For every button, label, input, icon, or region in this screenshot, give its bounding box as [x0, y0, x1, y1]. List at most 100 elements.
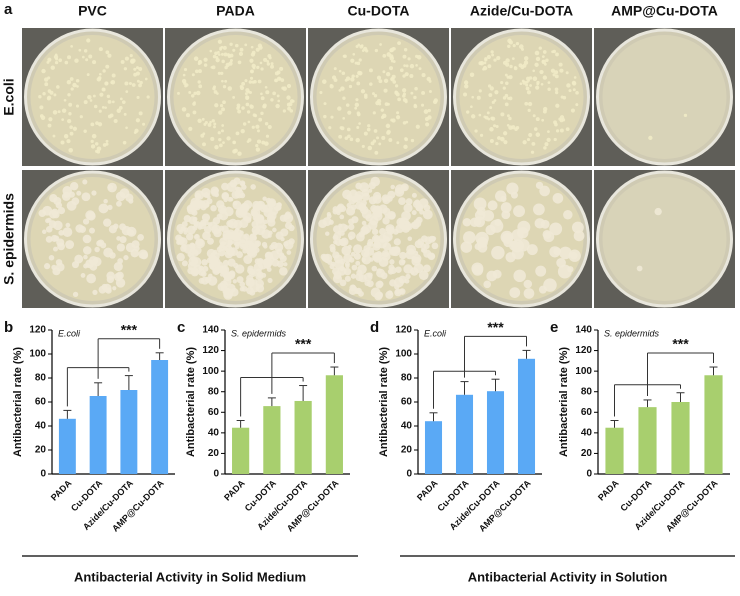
colony [424, 117, 429, 121]
colony [213, 125, 216, 129]
colony [113, 262, 123, 272]
colony [489, 127, 494, 132]
colony [210, 186, 219, 195]
colony [541, 55, 545, 59]
colony [217, 53, 221, 56]
colony [191, 209, 198, 216]
colony [332, 251, 340, 259]
colony [279, 267, 288, 276]
colony [508, 75, 513, 80]
colony [329, 84, 333, 87]
colony [258, 117, 263, 122]
colony [255, 202, 263, 210]
colony [180, 226, 186, 232]
colony [479, 133, 484, 137]
colony [389, 248, 396, 255]
colony [110, 81, 114, 85]
colony [181, 260, 188, 267]
colony [216, 200, 225, 209]
error-bar [460, 381, 469, 395]
colony [74, 58, 79, 63]
colony [267, 199, 276, 208]
colony [139, 80, 143, 85]
colony [433, 98, 438, 103]
colony [135, 71, 140, 76]
colony [119, 236, 127, 244]
colony [138, 111, 143, 116]
colony [473, 216, 485, 228]
colony [534, 50, 540, 56]
colony [378, 252, 384, 258]
colony [75, 78, 80, 83]
colony [403, 48, 408, 52]
colony [46, 217, 52, 223]
colony [323, 102, 327, 106]
colony [107, 184, 114, 191]
colony [535, 132, 541, 137]
colony [261, 241, 268, 248]
colony [409, 73, 414, 78]
colony [220, 45, 224, 49]
colony [372, 111, 376, 115]
colony [384, 102, 389, 107]
colony [70, 44, 73, 48]
colony [561, 118, 566, 122]
colony [463, 80, 469, 85]
colony [66, 200, 77, 211]
colony [381, 135, 386, 140]
section-title: Antibacterial Activity in Solid Medium [74, 569, 306, 584]
panel-label: e [550, 319, 558, 336]
colony [227, 239, 234, 246]
colony [260, 96, 265, 101]
colony [541, 118, 545, 122]
colony [138, 83, 142, 88]
colony [184, 84, 188, 88]
colony [46, 96, 51, 101]
colony [375, 101, 380, 106]
colony [197, 80, 201, 84]
error-bar [676, 392, 685, 402]
colony [489, 86, 494, 91]
colony [322, 79, 327, 84]
colony [222, 141, 225, 145]
colony [214, 51, 218, 56]
colony [249, 277, 254, 282]
colony [402, 74, 406, 78]
colony [232, 48, 236, 52]
colony [357, 43, 361, 47]
colony [86, 73, 90, 77]
colony [248, 80, 253, 84]
colony [254, 240, 261, 247]
colony [563, 209, 573, 220]
colony [523, 279, 533, 289]
colony [240, 202, 249, 212]
colony [241, 106, 245, 110]
colony [223, 197, 228, 203]
colony [249, 58, 254, 63]
colony [101, 87, 106, 92]
colony [381, 113, 387, 119]
colony [226, 293, 231, 298]
colony [378, 142, 382, 146]
colony [523, 56, 529, 61]
colony [79, 115, 83, 119]
colony [220, 71, 224, 75]
colony [344, 78, 348, 82]
colony [511, 125, 516, 130]
colony [523, 60, 529, 65]
colony [139, 251, 149, 260]
colony [493, 58, 497, 62]
colony [504, 73, 508, 77]
colony [238, 51, 244, 56]
colony [133, 67, 137, 71]
colony [392, 47, 395, 50]
colony [565, 127, 570, 132]
colony [426, 76, 431, 82]
colony [264, 141, 269, 146]
colony [48, 254, 55, 261]
colony [413, 95, 417, 100]
colony [209, 120, 212, 124]
error-bar [429, 412, 438, 422]
colony [648, 135, 653, 141]
colony [410, 221, 417, 228]
